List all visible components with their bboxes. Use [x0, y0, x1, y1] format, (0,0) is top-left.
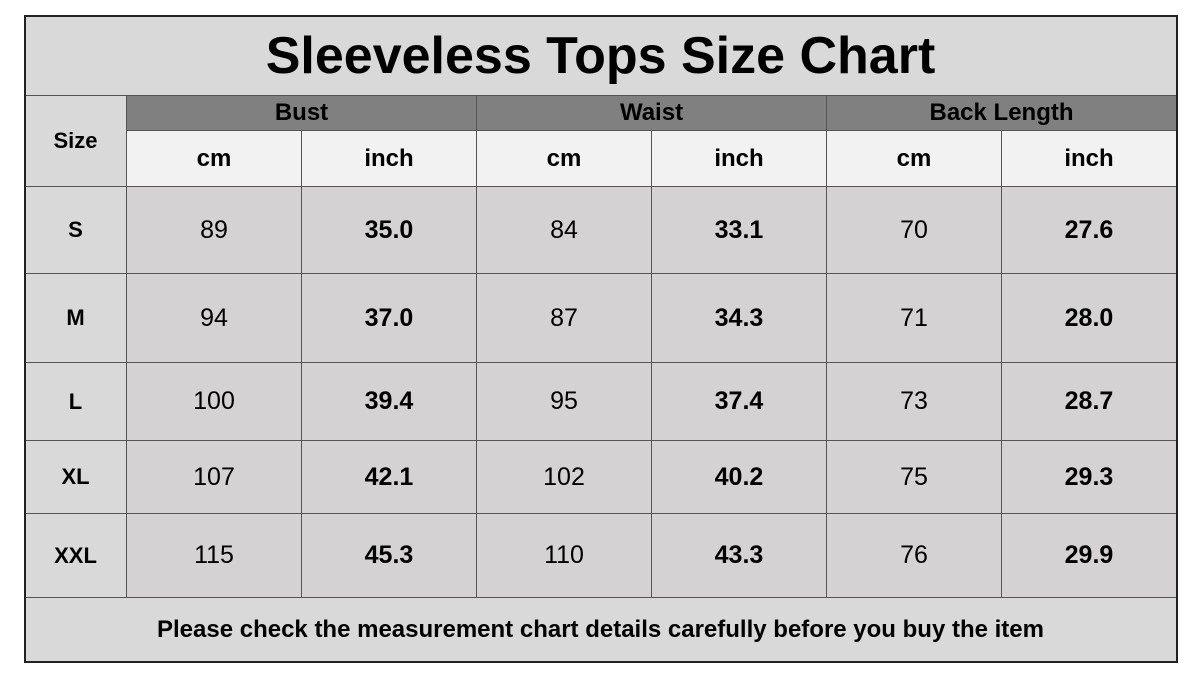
size-label: M [25, 274, 127, 363]
unit-header: cm [827, 131, 1002, 187]
group-header: Bust [127, 96, 477, 131]
cm-value: 107 [127, 441, 302, 514]
size-header: Size [25, 96, 127, 187]
inch-value: 29.3 [1002, 441, 1177, 514]
inch-value: 40.2 [652, 441, 827, 514]
cm-value: 94 [127, 274, 302, 363]
cm-value: 115 [127, 514, 302, 598]
inch-value: 42.1 [302, 441, 477, 514]
size-label: XL [25, 441, 127, 514]
cm-value: 110 [477, 514, 652, 598]
unit-header: inch [1002, 131, 1177, 187]
inch-value: 27.6 [1002, 187, 1177, 274]
group-header: Waist [477, 96, 827, 131]
cm-value: 71 [827, 274, 1002, 363]
inch-value: 39.4 [302, 363, 477, 441]
cm-value: 76 [827, 514, 1002, 598]
cm-value: 102 [477, 441, 652, 514]
inch-value: 29.9 [1002, 514, 1177, 598]
inch-value: 28.7 [1002, 363, 1177, 441]
inch-value: 45.3 [302, 514, 477, 598]
inch-value: 34.3 [652, 274, 827, 363]
inch-value: 33.1 [652, 187, 827, 274]
unit-header: inch [652, 131, 827, 187]
cm-value: 89 [127, 187, 302, 274]
inch-value: 35.0 [302, 187, 477, 274]
inch-value: 37.0 [302, 274, 477, 363]
unit-header: cm [477, 131, 652, 187]
cm-value: 87 [477, 274, 652, 363]
unit-header: inch [302, 131, 477, 187]
title: Sleeveless Tops Size Chart [25, 16, 1177, 96]
cm-value: 73 [827, 363, 1002, 441]
cm-value: 84 [477, 187, 652, 274]
size-label: L [25, 363, 127, 441]
cm-value: 70 [827, 187, 1002, 274]
inch-value: 37.4 [652, 363, 827, 441]
inch-value: 43.3 [652, 514, 827, 598]
inch-value: 28.0 [1002, 274, 1177, 363]
cm-value: 75 [827, 441, 1002, 514]
cm-value: 95 [477, 363, 652, 441]
cm-value: 100 [127, 363, 302, 441]
group-header: Back Length [827, 96, 1177, 131]
footer-note: Please check the measurement chart detai… [25, 598, 1177, 662]
size-label: XXL [25, 514, 127, 598]
unit-header: cm [127, 131, 302, 187]
size-label: S [25, 187, 127, 274]
